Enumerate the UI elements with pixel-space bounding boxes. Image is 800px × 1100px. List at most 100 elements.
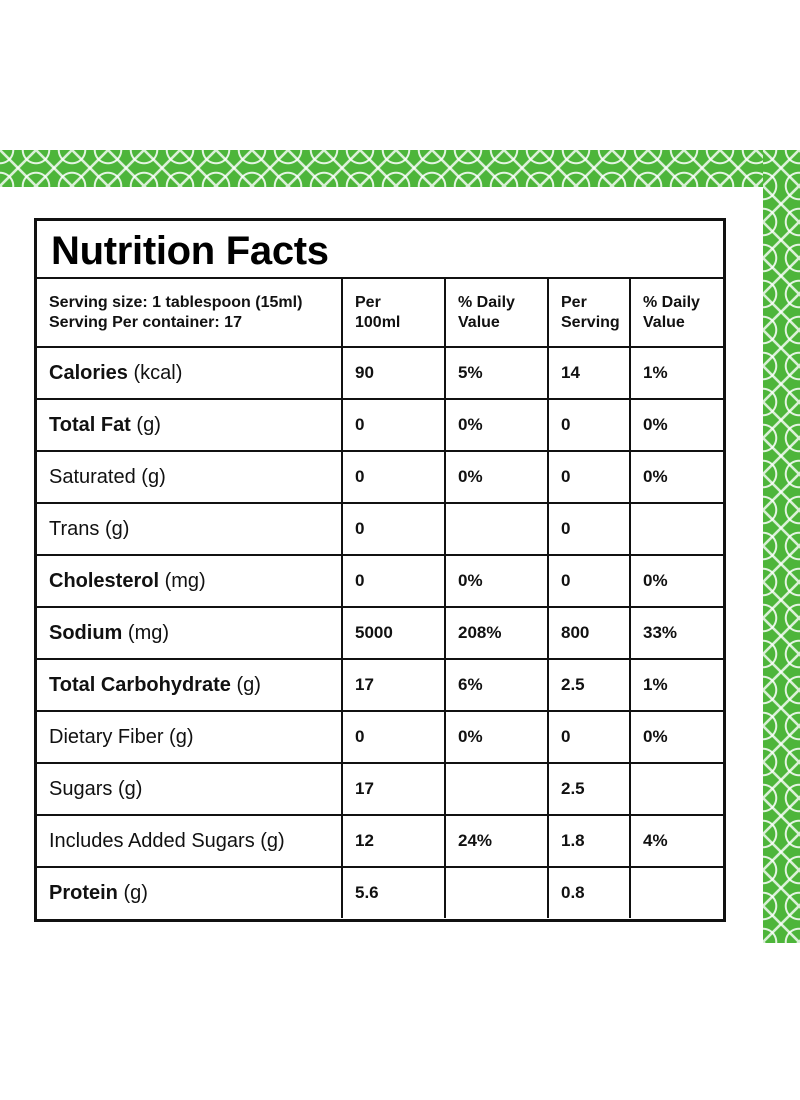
- nutrient-label: Total Fat (g): [37, 398, 343, 452]
- nutrient-unit: (g): [141, 465, 166, 488]
- table-row: Total Fat (g) 0 0% 0 0%: [37, 398, 723, 452]
- daily-value-per-serving: 0%: [629, 398, 723, 452]
- nutrient-label: Dietary Fiber (g): [37, 710, 343, 764]
- value-per-serving: 14: [547, 346, 631, 400]
- header-line: % Daily: [643, 293, 700, 311]
- daily-value-per-100ml: [444, 866, 549, 918]
- value-per-100ml: 0: [341, 554, 446, 608]
- table-row: Saturated (g) 0 0% 0 0%: [37, 450, 723, 504]
- decorative-pattern-top-border: [0, 150, 800, 187]
- column-header-daily-value-100ml: % Daily Value: [444, 279, 549, 348]
- nutrient-label: Protein (g): [37, 866, 343, 918]
- nutrient-name: Cholesterol: [49, 569, 160, 592]
- nutrient-unit: (mg): [164, 569, 206, 592]
- table-row: Includes Added Sugars (g) 12 24% 1.8 4%: [37, 814, 723, 868]
- table-row: Sodium (mg) 5000 208% 800 33%: [37, 606, 723, 660]
- nutrient-unit: (g): [260, 829, 285, 852]
- daily-value-per-100ml: 0%: [444, 450, 549, 504]
- nutrient-label: Saturated (g): [37, 450, 343, 504]
- daily-value-per-serving: [629, 762, 723, 816]
- table-row: Dietary Fiber (g) 0 0% 0 0%: [37, 710, 723, 764]
- table-row: Sugars (g) 17 2.5: [37, 762, 723, 816]
- header-line: % Daily: [458, 293, 515, 311]
- daily-value-per-serving: 1%: [629, 346, 723, 400]
- nutrient-name: Trans: [49, 517, 100, 540]
- nutrient-name: Includes Added Sugars: [49, 829, 255, 852]
- daily-value-per-100ml: 0%: [444, 710, 549, 764]
- nutrient-unit: (g): [236, 673, 261, 696]
- daily-value-per-100ml: 5%: [444, 346, 549, 400]
- value-per-100ml: 0: [341, 502, 446, 556]
- header-line: Value: [458, 313, 500, 331]
- daily-value-per-100ml: 6%: [444, 658, 549, 712]
- value-per-serving: 0: [547, 398, 631, 452]
- nutrient-unit: (kcal): [133, 361, 183, 384]
- value-per-serving: 0: [547, 554, 631, 608]
- header-line: Per: [355, 293, 381, 311]
- value-per-serving: 0: [547, 710, 631, 764]
- value-per-serving: 1.8: [547, 814, 631, 868]
- value-per-100ml: 12: [341, 814, 446, 868]
- daily-value-per-serving: 0%: [629, 554, 723, 608]
- column-header-per-100ml: Per 100ml: [341, 279, 446, 348]
- nutrient-label: Trans (g): [37, 502, 343, 556]
- daily-value-per-serving: [629, 866, 723, 918]
- nutrient-unit: (g): [104, 517, 130, 540]
- value-per-100ml: 5.6: [341, 866, 446, 918]
- nutrient-name: Saturated: [49, 465, 136, 488]
- servings-per-container: Serving Per container: 17: [49, 313, 242, 331]
- value-per-100ml: 90: [341, 346, 446, 400]
- nutrient-unit: (g): [169, 725, 194, 748]
- table-row: Trans (g) 0 0: [37, 502, 723, 556]
- daily-value-per-100ml: [444, 502, 549, 556]
- table-row: Total Carbohydrate (g) 17 6% 2.5 1%: [37, 658, 723, 712]
- nutrition-facts-title: Nutrition Facts: [37, 221, 723, 279]
- nutrient-label: Total Carbohydrate (g): [37, 658, 343, 712]
- nutrient-name: Total Fat: [49, 413, 131, 436]
- nutrient-name: Total Carbohydrate: [49, 673, 231, 696]
- daily-value-per-serving: 4%: [629, 814, 723, 868]
- table-header-row: Serving size: 1 tablespoon (15ml) Servin…: [37, 279, 723, 348]
- daily-value-per-serving: 0%: [629, 450, 723, 504]
- daily-value-per-100ml: 0%: [444, 398, 549, 452]
- serving-size: Serving size: 1 tablespoon (15ml): [49, 293, 303, 311]
- value-per-100ml: 0: [341, 398, 446, 452]
- nutrition-facts-panel: Nutrition Facts Serving size: 1 tablespo…: [34, 218, 726, 922]
- daily-value-per-serving: 1%: [629, 658, 723, 712]
- nutrient-name: Sugars: [49, 777, 113, 800]
- daily-value-per-serving: [629, 502, 723, 556]
- value-per-100ml: 0: [341, 450, 446, 504]
- nutrient-unit: (g): [123, 881, 148, 904]
- daily-value-per-100ml: [444, 762, 549, 816]
- value-per-100ml: 17: [341, 658, 446, 712]
- nutrient-unit: (g): [117, 777, 143, 800]
- nutrient-name: Sodium: [49, 621, 123, 644]
- header-line: Per: [561, 293, 587, 311]
- daily-value-per-serving: 0%: [629, 710, 723, 764]
- value-per-100ml: 0: [341, 710, 446, 764]
- nutrient-label: Sodium (mg): [37, 606, 343, 660]
- value-per-100ml: 17: [341, 762, 446, 816]
- column-header-daily-value-serving: % Daily Value: [629, 279, 723, 348]
- nutrient-label: Includes Added Sugars (g): [37, 814, 343, 868]
- table-row: Calories (kcal) 90 5% 14 1%: [37, 346, 723, 400]
- daily-value-per-serving: 33%: [629, 606, 723, 660]
- table-row: Protein (g) 5.6 0.8: [37, 866, 723, 918]
- nutrient-name: Calories: [49, 361, 128, 384]
- value-per-serving: 0: [547, 450, 631, 504]
- daily-value-per-100ml: 208%: [444, 606, 549, 660]
- serving-info: Serving size: 1 tablespoon (15ml) Servin…: [37, 279, 343, 348]
- header-line: 100ml: [355, 313, 401, 331]
- daily-value-per-100ml: 0%: [444, 554, 549, 608]
- value-per-100ml: 5000: [341, 606, 446, 660]
- header-line: Serving: [561, 313, 620, 331]
- value-per-serving: 0.8: [547, 866, 631, 918]
- nutrient-label: Calories (kcal): [37, 346, 343, 400]
- nutrient-label: Sugars (g): [37, 762, 343, 816]
- value-per-serving: 800: [547, 606, 631, 660]
- value-per-serving: 0: [547, 502, 631, 556]
- decorative-pattern-right-border: [763, 150, 800, 943]
- value-per-serving: 2.5: [547, 762, 631, 816]
- daily-value-per-100ml: 24%: [444, 814, 549, 868]
- nutrient-name: Dietary Fiber: [49, 725, 164, 748]
